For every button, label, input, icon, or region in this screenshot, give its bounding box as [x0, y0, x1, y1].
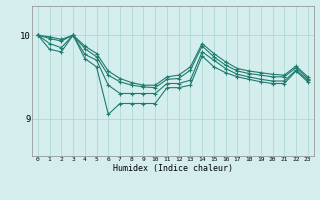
X-axis label: Humidex (Indice chaleur): Humidex (Indice chaleur) [113, 164, 233, 173]
